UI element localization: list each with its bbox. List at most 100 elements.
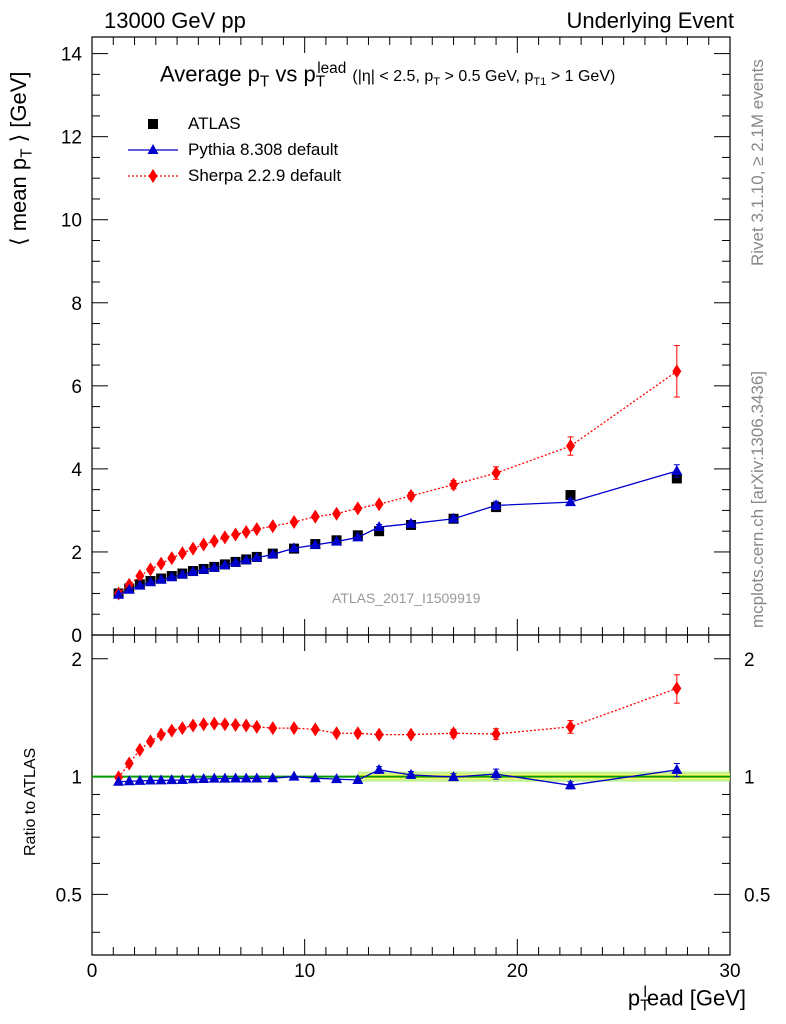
sherpa-data-point xyxy=(289,515,299,530)
legend-marker-pythia xyxy=(147,144,159,154)
atlas-data-point xyxy=(374,526,385,537)
pythia-ratio-point xyxy=(448,771,460,782)
header-left: 13000 GeV pp xyxy=(104,8,246,33)
y-tick-label: 8 xyxy=(71,294,82,315)
y-tick-label: 4 xyxy=(71,460,82,481)
sherpa-data-point xyxy=(156,556,166,571)
sherpa-data-point xyxy=(353,501,363,516)
pythia-data-point xyxy=(309,538,321,549)
legend-label-sherpa: Sherpa 2.2.9 default xyxy=(188,166,342,185)
pythia-ratio-point xyxy=(176,773,188,784)
pythia-data-point xyxy=(198,563,210,574)
pythia-data-point xyxy=(113,588,125,599)
sherpa-data-point xyxy=(252,522,262,537)
x-tick-label: 10 xyxy=(294,961,315,982)
atlas-data-point xyxy=(565,490,576,501)
sherpa-data-point xyxy=(566,439,575,454)
ratio-y-tick-label-right: 1 xyxy=(744,768,755,789)
sherpa-ratio-point xyxy=(268,721,278,736)
pythia-ratio-point xyxy=(405,768,417,779)
legend-label-pythia: Pythia 8.308 default xyxy=(188,140,339,159)
sherpa-ratio-point xyxy=(449,726,459,741)
sherpa-data-point xyxy=(145,562,155,577)
pythia-data-point xyxy=(144,576,156,587)
header-right: Underlying Event xyxy=(566,8,734,33)
legend-label-atlas: ATLAS xyxy=(188,114,241,133)
sherpa-data-point xyxy=(135,569,145,584)
ratio-y-tick-label: 0.5 xyxy=(56,885,82,906)
sherpa-ratio-line xyxy=(118,687,678,778)
pythia-data-point xyxy=(565,496,576,507)
sherpa-ratio-point xyxy=(566,719,575,734)
pythia-data-point xyxy=(219,559,231,570)
legend-marker-sherpa xyxy=(148,169,158,183)
pythia-ratio-point xyxy=(671,763,683,774)
pythia-data-point xyxy=(230,556,242,567)
sherpa-data-point xyxy=(209,534,219,549)
pythia-ratio-point xyxy=(187,773,199,784)
sherpa-data-point xyxy=(188,541,198,556)
sherpa-ratio-point xyxy=(353,726,363,741)
pythia-ratio-point xyxy=(166,774,178,785)
sherpa-data-point xyxy=(231,527,241,542)
legend-marker-atlas xyxy=(148,119,158,129)
ratio-y-tick-label: 2 xyxy=(71,650,82,671)
x-tick-label: 0 xyxy=(87,961,98,982)
pythia-data-point xyxy=(208,561,220,572)
y-tick-label: 10 xyxy=(61,211,82,232)
sherpa-ratio-point xyxy=(672,681,682,696)
pythia-ratio-point xyxy=(309,772,321,783)
pythia-data-point xyxy=(405,517,417,528)
sherpa-data-point xyxy=(310,509,320,524)
pythia-ratio-point xyxy=(144,774,156,785)
sherpa-data-point xyxy=(406,488,416,503)
sherpa-ratio-point xyxy=(252,719,262,734)
sherpa-ratio-point xyxy=(145,734,155,749)
sherpa-data-point xyxy=(332,506,342,521)
x-tick-label: 30 xyxy=(719,961,740,982)
sherpa-ratio-point xyxy=(188,718,198,733)
sherpa-ratio-point xyxy=(209,716,219,731)
pythia-data-point xyxy=(166,571,178,582)
pythia-data-point xyxy=(288,542,300,553)
x-tick-label: 20 xyxy=(507,961,528,982)
pythia-ratio-point xyxy=(155,774,167,785)
pythia-ratio-point xyxy=(113,775,125,786)
pythia-ratio-point xyxy=(267,772,279,783)
sherpa-ratio-point xyxy=(124,756,134,771)
sherpa-ratio-point xyxy=(406,727,416,742)
pythia-data-point xyxy=(155,573,167,584)
y-tick-label: 12 xyxy=(61,128,82,149)
sherpa-ratio-point xyxy=(332,726,342,741)
pythia-ratio-point xyxy=(198,772,210,783)
pythia-ratio-point xyxy=(490,768,502,779)
pythia-ratio-point xyxy=(208,772,220,783)
pythia-ratio-point xyxy=(373,763,385,774)
ratio-plot-frame xyxy=(91,634,731,956)
pythia-data-point xyxy=(331,535,343,546)
pythia-ratio-point xyxy=(219,772,231,783)
sherpa-ratio-point xyxy=(135,742,145,757)
sherpa-ratio-point xyxy=(231,717,241,732)
sherpa-ratio-point xyxy=(241,718,251,733)
sherpa-ratio-point xyxy=(491,726,501,741)
sherpa-ratio-point xyxy=(156,727,166,742)
pythia-ratio-point xyxy=(230,772,242,783)
sherpa-data-point xyxy=(268,519,278,534)
sherpa-data-point xyxy=(177,546,187,561)
sherpa-data-point xyxy=(220,530,230,545)
pythia-data-point xyxy=(490,499,502,510)
pythia-ratio-point xyxy=(251,772,263,783)
y-tick-label: 6 xyxy=(71,377,82,398)
sherpa-data-point xyxy=(374,497,384,512)
analysis-watermark: ATLAS_2017_I1509919 xyxy=(332,590,481,606)
sherpa-ratio-point xyxy=(310,722,320,737)
sherpa-ratio-point xyxy=(220,717,230,732)
pythia-data-point xyxy=(251,551,263,562)
sherpa-ratio-point xyxy=(199,717,209,732)
sherpa-data-point xyxy=(241,525,251,540)
sherpa-data-point xyxy=(449,477,459,492)
pythia-data-point xyxy=(671,464,683,475)
y-tick-label: 14 xyxy=(61,45,83,66)
pythia-ratio-point xyxy=(565,779,576,790)
